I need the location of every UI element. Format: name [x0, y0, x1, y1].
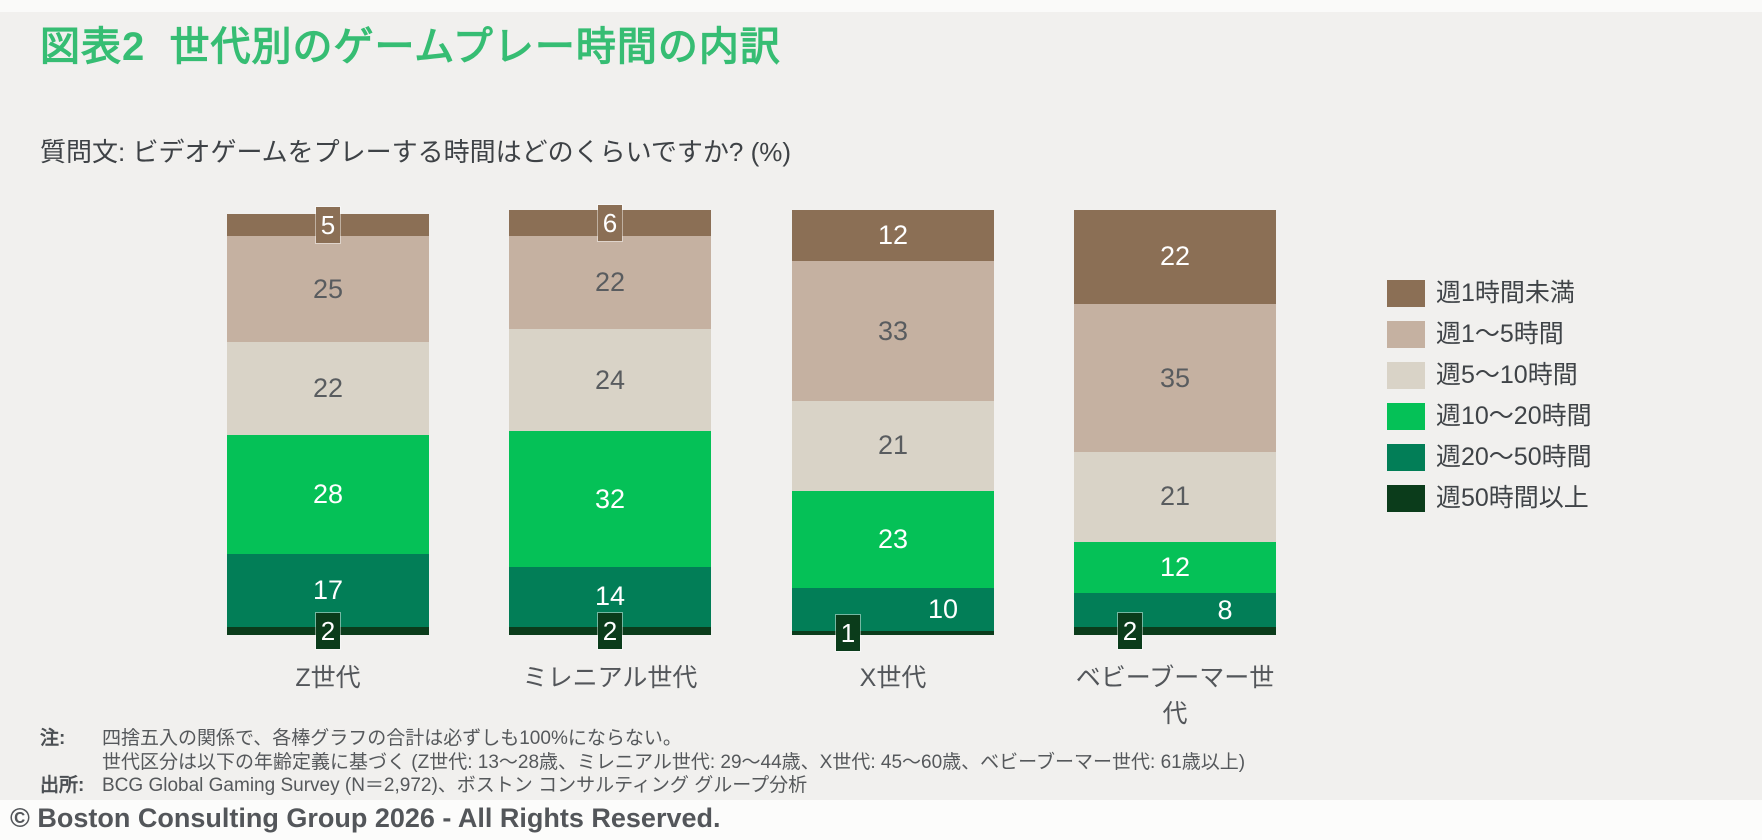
- legend-label: 週10～20時間: [1436, 402, 1592, 430]
- bar-segment: [792, 261, 994, 402]
- source-text: BCG Global Gaming Survey (N＝2,972)、ボストン …: [102, 775, 808, 796]
- bar-segment: [1074, 541, 1276, 593]
- bar-segment: [1074, 210, 1276, 304]
- bar-segment: [1074, 592, 1276, 627]
- source-row: 出所: BCG Global Gaming Survey (N＝2,972)、ボ…: [40, 774, 1245, 798]
- legend-swatch: [1387, 280, 1425, 307]
- legend-swatch: [1387, 444, 1425, 471]
- chart-legend: 週1時間未満 週1～5時間 週5～10時間 週10～20時間 週20～50時間 週50時間…: [1387, 280, 1592, 526]
- legend-item: 週20～50時間: [1387, 444, 1592, 471]
- bar-segment: [509, 235, 711, 329]
- stacked-bar-3: 12 33 21 23 10 1: [792, 210, 994, 651]
- figure-title: 図表2 世代別のゲームプレー時間の内訳: [40, 25, 781, 69]
- legend-label: 週1～5時間: [1436, 320, 1564, 348]
- legend-swatch: [1387, 321, 1425, 348]
- bar-segment: [792, 490, 994, 589]
- source-label: 出所:: [40, 775, 85, 796]
- value-badge: 2: [598, 612, 622, 649]
- copyright-text: © Boston Consulting Group 2026 - All Rig…: [10, 803, 721, 833]
- legend-label: 週20～50時間: [1436, 443, 1592, 471]
- category-label: X世代: [859, 664, 927, 692]
- legend-item: 週1～5時間: [1387, 321, 1592, 348]
- bar-segment: [792, 210, 994, 261]
- stacked-bar-1: 5 25 22 28 17 2: [227, 206, 429, 649]
- legend-label: 週1時間未満: [1436, 279, 1575, 307]
- value-badge: 5: [316, 206, 340, 243]
- value-badge: 2: [316, 612, 340, 649]
- category-label: ベビーブーマー世代: [1075, 664, 1275, 728]
- footer-strip: © Boston Consulting Group 2026 - All Rig…: [0, 800, 1762, 840]
- note-line-1: 四捨五入の関係で、各棒グラフの合計は必ずしも100%にならない。: [102, 728, 682, 749]
- legend-item: 週50時間以上: [1387, 485, 1592, 512]
- bar-segment: [227, 341, 429, 436]
- value-badge: 1: [836, 614, 860, 651]
- note-row: 注: 四捨五入の関係で、各棒グラフの合計は必ずしも100%にならない。: [40, 727, 1245, 751]
- legend-item: 週5～10時間: [1387, 362, 1592, 389]
- legend-swatch: [1387, 485, 1425, 512]
- notes-block: 注: 四捨五入の関係で、各棒グラフの合計は必ずしも100%にならない。 世代区分…: [40, 727, 1245, 798]
- bar-segment: [509, 329, 711, 431]
- note-line-2: 世代区分は以下の年齢定義に基づく (Z世代: 13～28歳、ミレニアル世代: 2…: [102, 751, 1246, 773]
- bar-segment: [792, 401, 994, 491]
- bar-segment: [227, 435, 429, 555]
- legend-label: 週50時間以上: [1436, 484, 1589, 512]
- legend-label: 週5～10時間: [1436, 361, 1578, 389]
- value-badge: 6: [598, 204, 622, 241]
- bar-segment: [792, 588, 994, 631]
- legend-swatch: [1387, 403, 1425, 430]
- bar-segment: [1074, 452, 1276, 542]
- legend-item: 週10～20時間: [1387, 403, 1592, 430]
- top-strip: [0, 0, 1762, 12]
- stacked-bar-4: 22 35 21 12 8 2: [1074, 210, 1276, 649]
- category-label: ミレニアル世代: [522, 664, 698, 692]
- value-badge: 2: [1118, 612, 1142, 649]
- question-text: 質問文: ビデオゲームをプレーする時間はどのくらいですか? (%): [40, 137, 792, 167]
- note-label-spacer: [40, 751, 102, 775]
- stacked-bar-2: 6 22 24 32 14 2: [509, 204, 711, 649]
- bar-segment: [509, 431, 711, 567]
- bar-segment: [1074, 626, 1276, 635]
- bar-segment: [227, 235, 429, 342]
- note-row: 世代区分は以下の年齢定義に基づく (Z世代: 13～28歳、ミレニアル世代: 2…: [40, 751, 1245, 775]
- bar-segment: [1074, 303, 1276, 453]
- category-label: Z世代: [295, 664, 361, 692]
- note-label: 注:: [40, 728, 66, 749]
- legend-item: 週1時間未満: [1387, 280, 1592, 307]
- bar-segment: [792, 630, 994, 635]
- legend-swatch: [1387, 362, 1425, 389]
